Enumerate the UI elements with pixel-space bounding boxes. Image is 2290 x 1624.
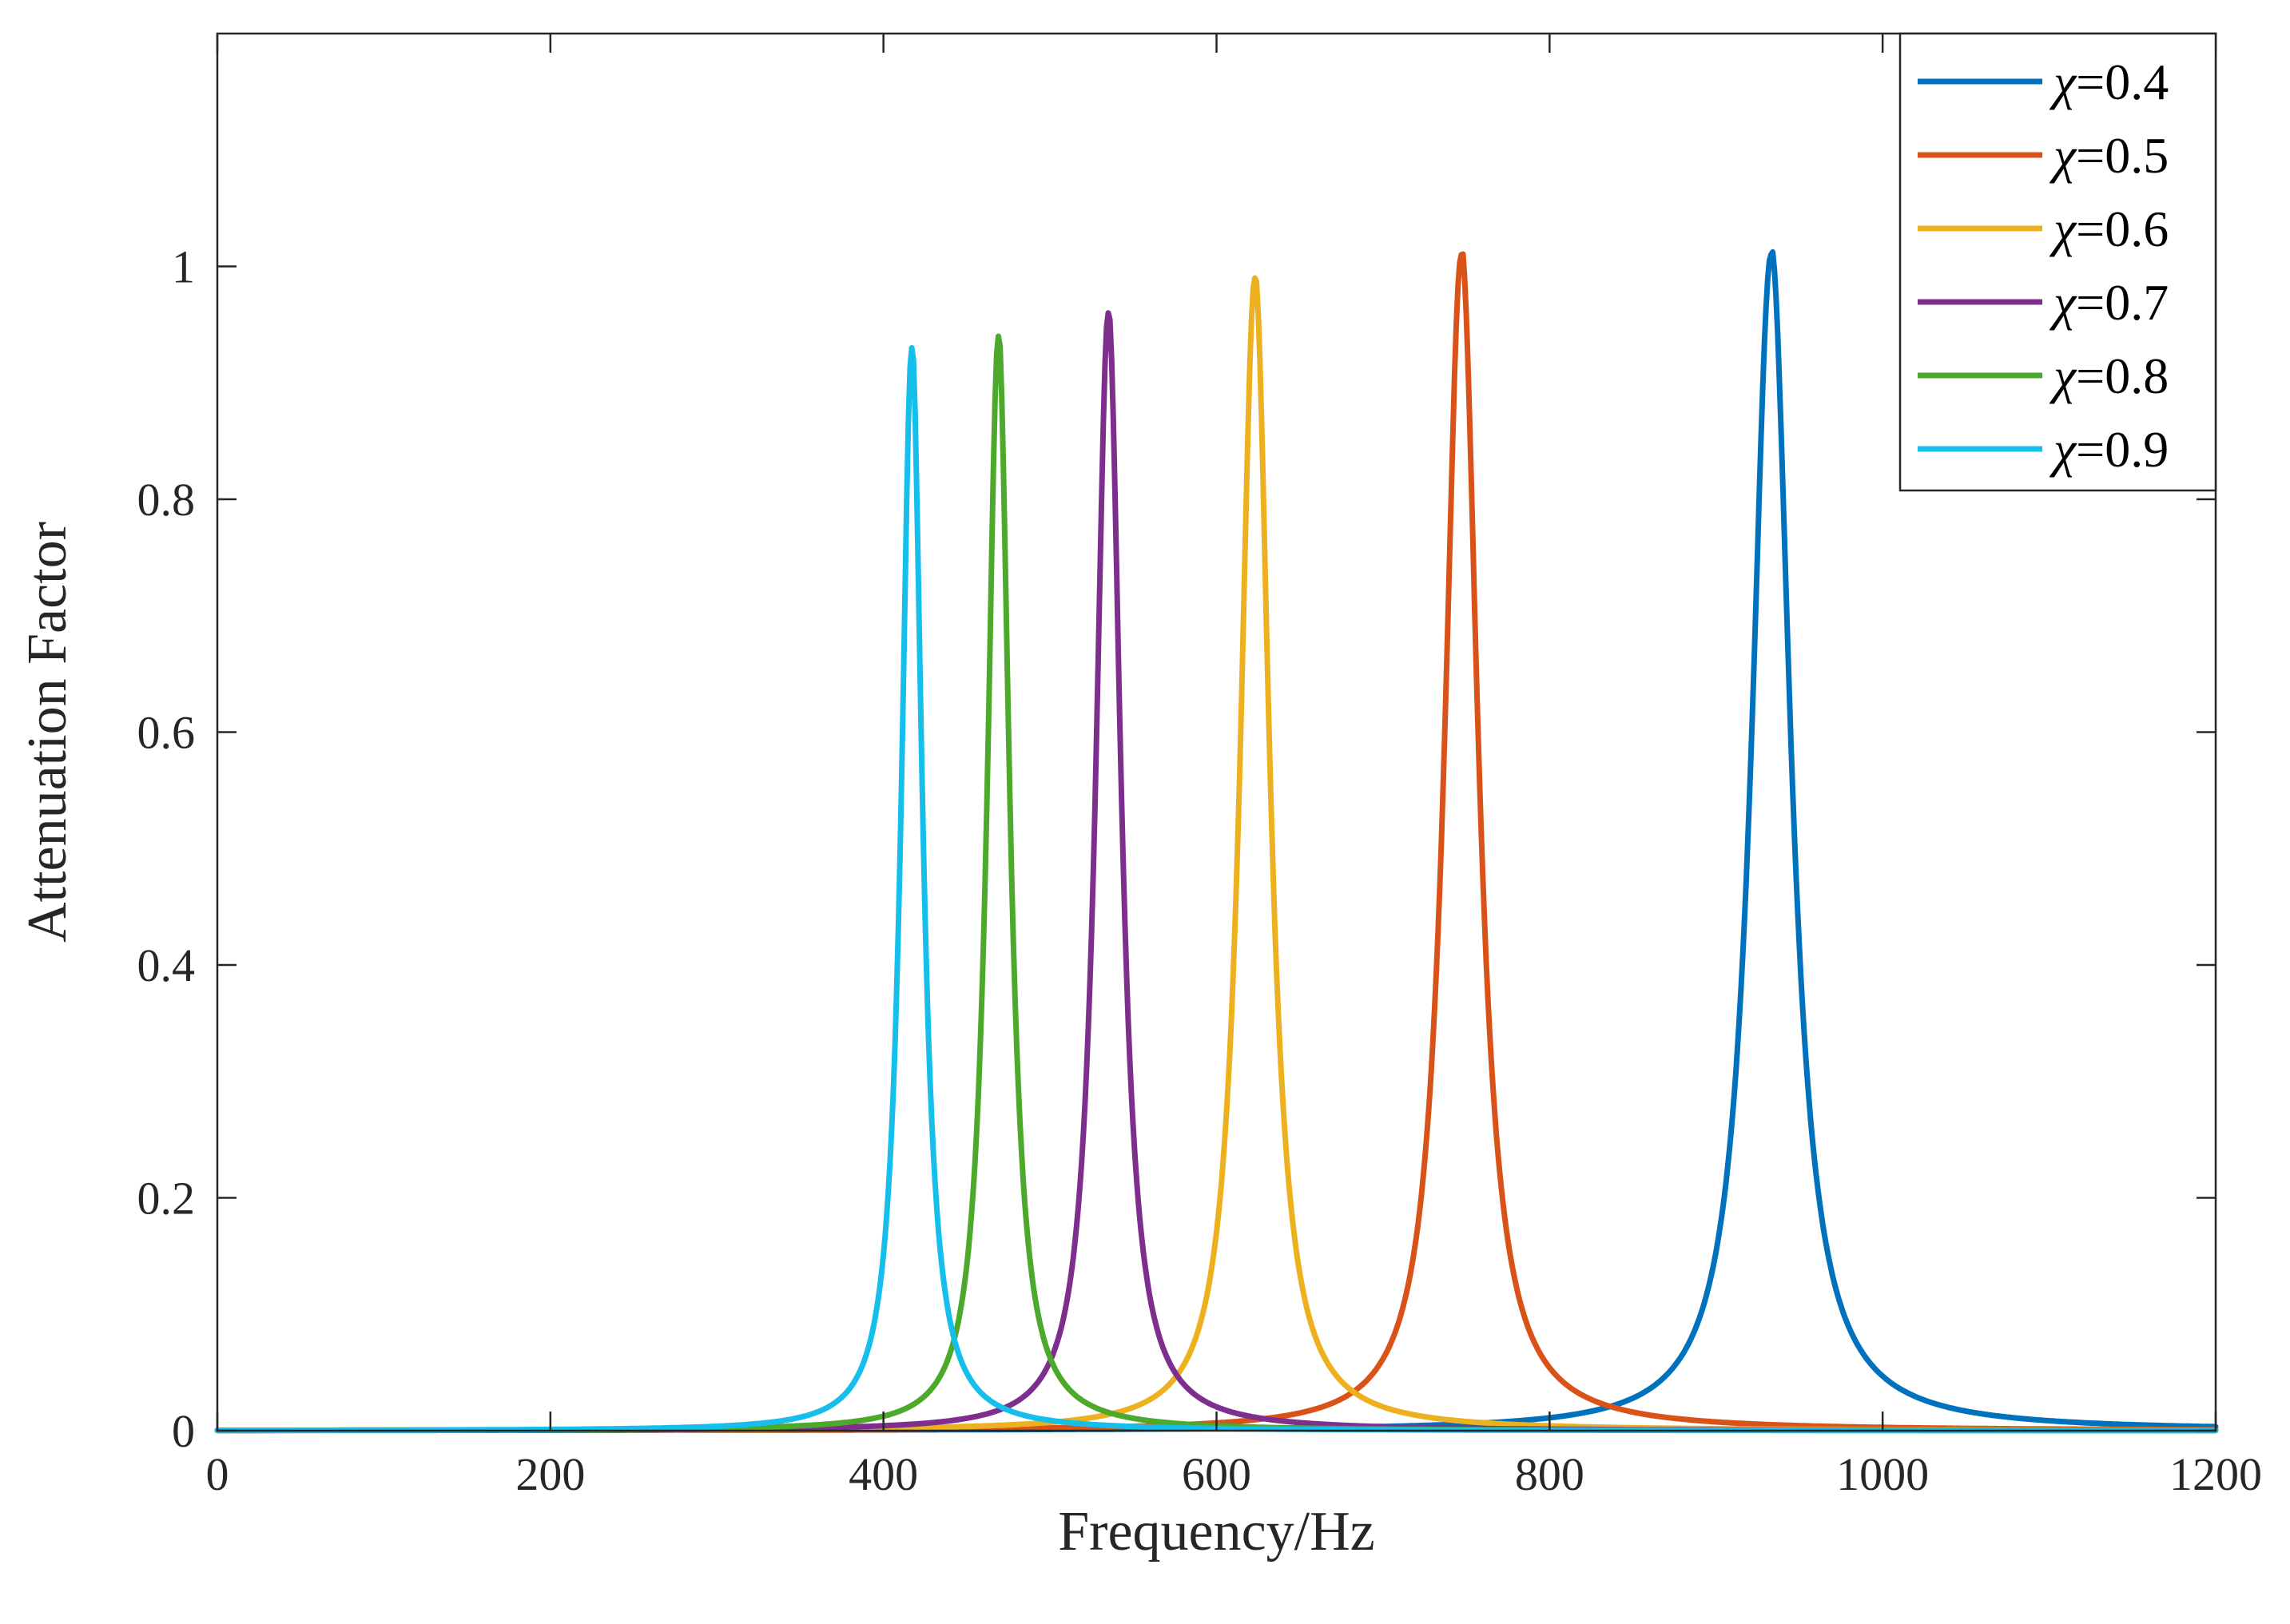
legend-box (1898, 32, 2217, 492)
x-tick-label: 0 (206, 1448, 229, 1500)
legend-label-1: χ=0.4 (2049, 54, 2169, 110)
y-tick-label: 0.2 (137, 1173, 196, 1225)
legend-label-3: χ=0.6 (2049, 201, 2169, 257)
legend-label-4: χ=0.7 (2049, 274, 2169, 331)
x-axis-label: Frequency/Hz (1058, 1501, 1375, 1562)
legend-label-2: χ=0.5 (2049, 127, 2169, 184)
axes-layer: 0 200 400 600 800 1000 1200 0 0.2 0.4 0.6 0.8 1 (137, 32, 2262, 1500)
legend: χ=0.4 χ=0.5 χ=0.6 χ=0.7 χ=0.8 χ=0.9 (1898, 32, 2217, 492)
x-tick-label: 1200 (2169, 1448, 2262, 1500)
y-tick-label: 0.4 (137, 939, 196, 991)
legend-label-5: χ=0.8 (2049, 347, 2169, 404)
y-tick-label: 0.6 (137, 707, 196, 759)
x-tick-label: 600 (1182, 1448, 1251, 1500)
legend-label-6: χ=0.9 (2049, 421, 2169, 478)
x-tick-label: 400 (849, 1448, 918, 1500)
x-tick-label: 800 (1515, 1448, 1584, 1500)
y-axis-label: Attenuation Factor (17, 522, 78, 943)
x-tick-label: 1000 (1836, 1448, 1929, 1500)
x-tick-label: 200 (515, 1448, 585, 1500)
y-tick-label: 0 (172, 1405, 195, 1457)
y-tick-label: 1 (172, 241, 195, 293)
y-tick-label: 0.8 (137, 474, 196, 526)
